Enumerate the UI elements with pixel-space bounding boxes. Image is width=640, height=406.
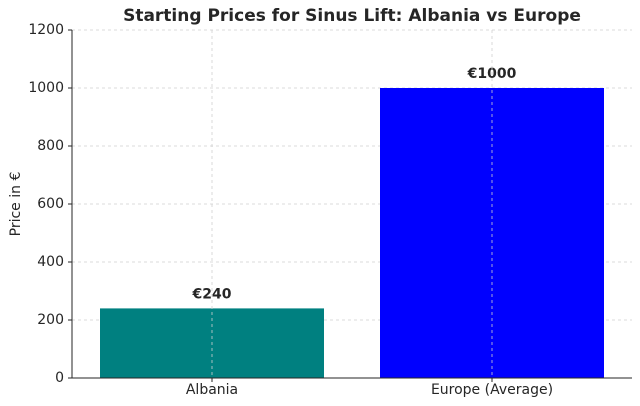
chart-title: Starting Prices for Sinus Lift: Albania … (123, 6, 581, 26)
y-tick-label: 600 (37, 196, 64, 212)
y-tick-label: 200 (37, 312, 64, 328)
bar (380, 88, 604, 378)
y-tick-label: 400 (37, 254, 64, 270)
y-tick-label: 800 (37, 138, 64, 154)
y-tick-label: 0 (55, 370, 64, 386)
x-tick-label: Europe (Average) (431, 382, 553, 398)
y-axis-label: Price in € (8, 172, 24, 237)
x-tick-label: Albania (186, 382, 238, 398)
y-tick-label: 1200 (28, 22, 64, 38)
y-tick-label: 1000 (28, 80, 64, 96)
